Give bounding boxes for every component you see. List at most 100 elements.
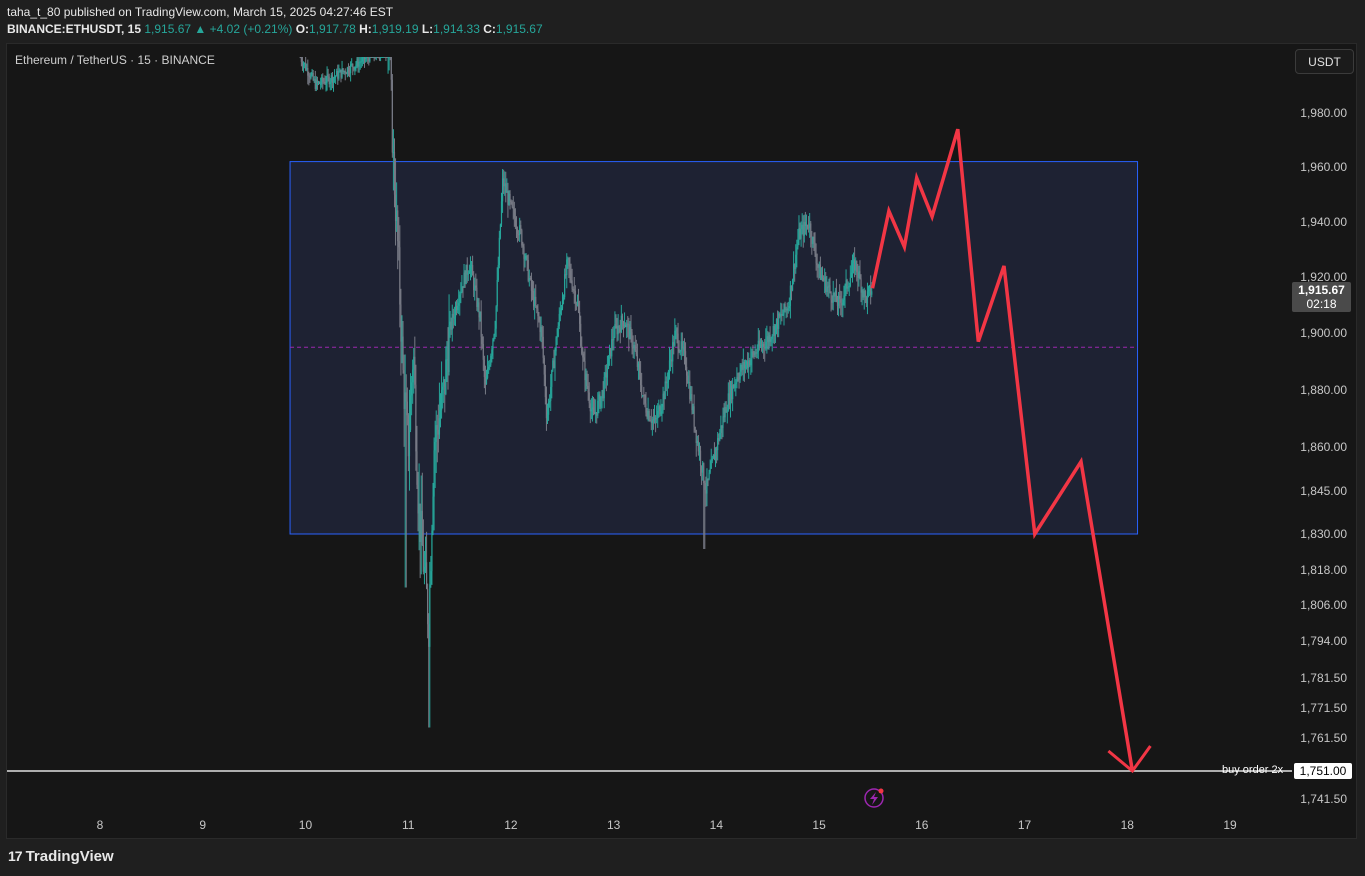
candle-body [564,274,566,298]
tradingview-brand: TradingView [25,848,114,865]
candle-body [757,340,759,353]
candle-body [503,178,505,187]
candle-body [462,286,464,288]
candle-body [311,72,313,75]
currency-button[interactable]: USDT [1295,49,1354,74]
candle-body [580,323,582,346]
candle-body [763,343,765,347]
candle-body [333,76,336,78]
candle-body [436,425,438,430]
time-tick-label: 14 [710,818,724,832]
candle-body [586,373,588,386]
price-tick-label: 1,980.00 [1300,106,1347,120]
candle-body [556,336,558,338]
candle-body [772,325,774,336]
candle-body [866,291,869,304]
candle-body [717,438,719,451]
candle-body [810,223,812,238]
candle-body [367,57,369,58]
candle-body [729,386,732,405]
candle-body [484,377,487,385]
candle-body [541,326,543,337]
candle-body [825,276,827,292]
candle-body [733,384,735,388]
candle-body [340,69,342,78]
candle-body [302,63,305,66]
candle-body [416,451,418,485]
candle-body [674,330,676,346]
candle-body [478,302,480,318]
candle-body [789,285,792,306]
candle-body [404,392,406,409]
candle-body [423,566,426,572]
candle-body [393,152,396,195]
candle-body [650,420,652,423]
candle-body [794,264,796,270]
candle-body [795,254,797,270]
candle-body [728,393,731,405]
candle-body [730,386,733,400]
lightning-icon[interactable] [864,788,884,808]
candle-body [573,289,575,291]
candle-body [495,306,497,329]
current-price: 1,915.67 [144,22,192,36]
candle-body [555,337,557,352]
candle-body [523,246,525,259]
high-value: 1,919.19 [371,22,419,36]
candle-body [736,377,738,383]
candle-body [699,450,702,467]
price-axis[interactable]: 1,980.00 1,960.00 1,940.00 1,920.00 1,900.00… [1300,106,1347,806]
candle-body [515,226,518,230]
candle-body [634,345,636,351]
candle-body [596,412,598,416]
tradingview-logo[interactable]: 17 TradingView [8,848,114,865]
candle-body [561,300,564,309]
candle-body [773,325,775,336]
candle-body [673,342,675,346]
candle-body [376,57,378,58]
candle-body [347,67,350,73]
candle-body [720,425,722,433]
candle-body [600,396,602,407]
candle-body [620,315,622,333]
projection-path[interactable] [870,128,1135,772]
candle-body [809,223,811,228]
candle-body [744,364,747,369]
candle-body [574,290,576,304]
candle-body [497,265,499,280]
candle-body [420,510,422,542]
candle-body [569,266,571,271]
candle-body [473,275,475,291]
candle-body [486,368,489,378]
low-value: 1,914.33 [433,22,480,36]
price-tick-label: 1,900.00 [1300,326,1347,340]
candle-body [482,343,484,360]
candle-body [703,463,705,484]
candle-body [694,426,696,431]
candle-body [850,272,853,278]
candle-body [855,261,857,271]
candle-body [852,259,855,264]
time-axis[interactable]: 8 9 10 11 12 13 14 15 16 17 18 19 [97,818,1237,832]
candle-body [638,364,641,373]
candle-body [614,324,616,337]
candle-body [713,454,716,461]
time-tick-label: 8 [97,818,104,832]
candle-body [542,336,544,358]
candle-body [326,74,328,83]
candle-body [727,393,729,411]
candle-body [755,352,757,354]
candle-body [610,348,612,357]
buy-order-price: 1,751.00 [1294,763,1352,779]
candle-body [598,394,600,401]
candle-body [500,201,503,225]
candle-body [626,323,628,328]
candle-body [492,339,494,350]
candle-body [335,76,337,78]
candle-body [485,377,488,385]
candle-body [494,328,496,335]
range-box[interactable] [289,161,1139,535]
candle-body [566,259,568,276]
candle-body [467,273,469,275]
